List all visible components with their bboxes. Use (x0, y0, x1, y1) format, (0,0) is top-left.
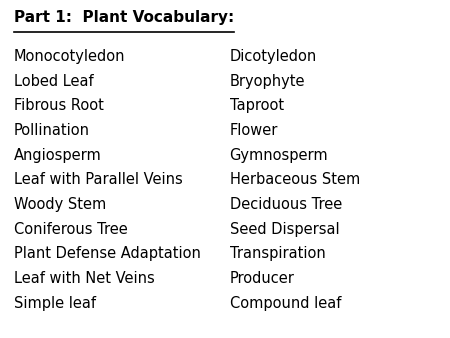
Text: Leaf with Parallel Veins: Leaf with Parallel Veins (14, 172, 182, 187)
Text: Seed Dispersal: Seed Dispersal (230, 222, 339, 237)
Text: Angiosperm: Angiosperm (14, 148, 101, 163)
Text: Deciduous Tree: Deciduous Tree (230, 197, 342, 212)
Text: Lobed Leaf: Lobed Leaf (14, 74, 93, 89)
Text: Bryophyte: Bryophyte (230, 74, 305, 89)
Text: Dicotyledon: Dicotyledon (230, 49, 317, 64)
Text: Pollination: Pollination (14, 123, 90, 138)
Text: Leaf with Net Veins: Leaf with Net Veins (14, 271, 154, 286)
Text: Simple leaf: Simple leaf (14, 296, 95, 311)
Text: Herbaceous Stem: Herbaceous Stem (230, 172, 360, 187)
Text: Part 1:  Plant Vocabulary:: Part 1: Plant Vocabulary: (14, 10, 234, 25)
Text: Producer: Producer (230, 271, 294, 286)
Text: Compound leaf: Compound leaf (230, 296, 341, 311)
Text: Monocotyledon: Monocotyledon (14, 49, 125, 64)
Text: Plant Defense Adaptation: Plant Defense Adaptation (14, 246, 200, 261)
Text: Woody Stem: Woody Stem (14, 197, 106, 212)
Text: Coniferous Tree: Coniferous Tree (14, 222, 127, 237)
Text: Transpiration: Transpiration (230, 246, 325, 261)
Text: Gymnosperm: Gymnosperm (230, 148, 328, 163)
Text: Taproot: Taproot (230, 98, 284, 113)
Text: Flower: Flower (230, 123, 278, 138)
Text: Fibrous Root: Fibrous Root (14, 98, 104, 113)
